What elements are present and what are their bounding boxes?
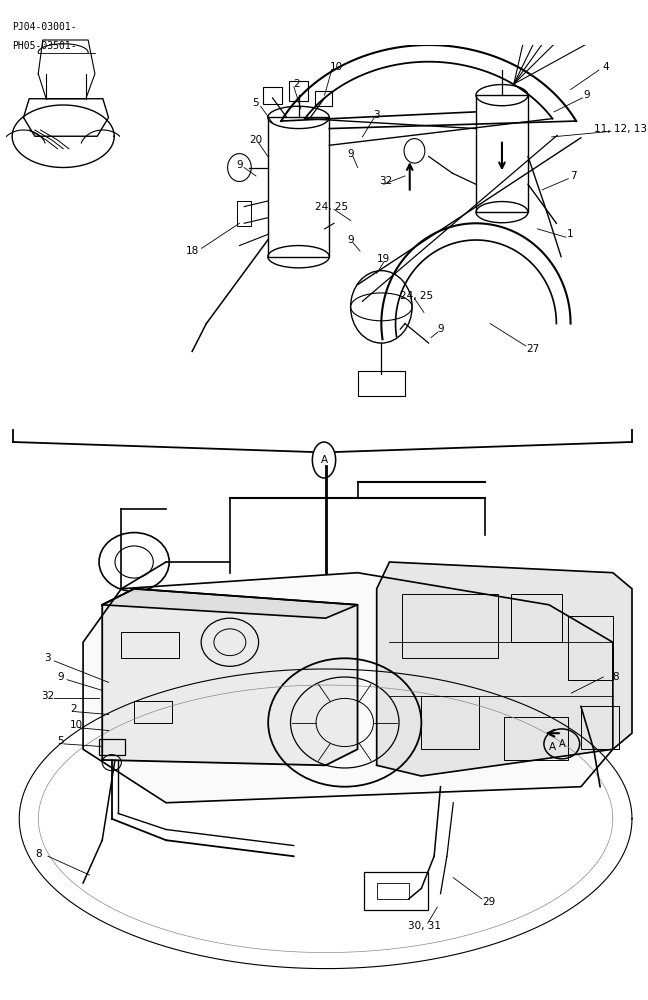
Text: 2: 2 — [70, 704, 77, 714]
Bar — [421, 696, 479, 749]
Text: 18: 18 — [185, 246, 199, 256]
Text: 19: 19 — [377, 254, 390, 264]
Text: 20: 20 — [249, 135, 262, 145]
Text: 29: 29 — [481, 897, 495, 907]
Bar — [504, 717, 568, 760]
Bar — [263, 87, 282, 104]
Bar — [511, 594, 562, 642]
Text: A: A — [549, 742, 556, 752]
Bar — [364, 872, 428, 910]
Text: 7: 7 — [570, 171, 576, 181]
Text: 24, 25: 24, 25 — [400, 291, 434, 301]
Text: PH05-03501-: PH05-03501- — [12, 41, 76, 51]
Text: 30, 31: 30, 31 — [408, 921, 441, 931]
Text: 9: 9 — [58, 672, 64, 682]
Bar — [134, 701, 172, 722]
Bar — [581, 706, 619, 749]
Polygon shape — [83, 573, 613, 803]
Polygon shape — [102, 589, 358, 618]
Text: PJ04-03001-: PJ04-03001- — [12, 22, 76, 32]
Text: 3: 3 — [373, 110, 380, 120]
Text: A: A — [321, 455, 327, 465]
Bar — [376, 883, 409, 899]
Text: 9: 9 — [347, 149, 354, 159]
Bar — [268, 117, 329, 257]
Text: 3: 3 — [45, 653, 51, 663]
Bar — [358, 371, 405, 396]
Text: 4: 4 — [603, 62, 609, 72]
Text: 24, 25: 24, 25 — [315, 202, 348, 212]
Bar — [315, 91, 332, 106]
Text: 11, 12, 13: 11, 12, 13 — [594, 124, 647, 134]
Text: 8: 8 — [613, 672, 619, 682]
Bar — [289, 81, 308, 101]
Bar — [121, 632, 179, 658]
Text: 2: 2 — [293, 79, 299, 89]
Text: 32: 32 — [41, 691, 54, 701]
Text: 9: 9 — [236, 160, 243, 170]
Text: 10: 10 — [330, 62, 343, 72]
Bar — [476, 95, 528, 212]
Circle shape — [312, 442, 336, 478]
Text: 10: 10 — [70, 720, 83, 730]
Bar — [99, 739, 124, 755]
Text: 1: 1 — [567, 229, 574, 239]
Polygon shape — [376, 562, 632, 776]
Polygon shape — [102, 589, 358, 765]
Text: 8: 8 — [35, 849, 41, 859]
Text: 5: 5 — [253, 99, 259, 108]
Text: A: A — [559, 739, 565, 749]
Bar — [402, 594, 498, 658]
Text: 9: 9 — [347, 235, 354, 245]
Bar — [568, 615, 613, 680]
Text: 5: 5 — [58, 736, 64, 746]
Text: 32: 32 — [380, 176, 393, 186]
Bar — [237, 201, 251, 226]
Text: 9: 9 — [584, 90, 590, 100]
Text: 9: 9 — [437, 324, 444, 334]
Text: 27: 27 — [526, 344, 539, 354]
